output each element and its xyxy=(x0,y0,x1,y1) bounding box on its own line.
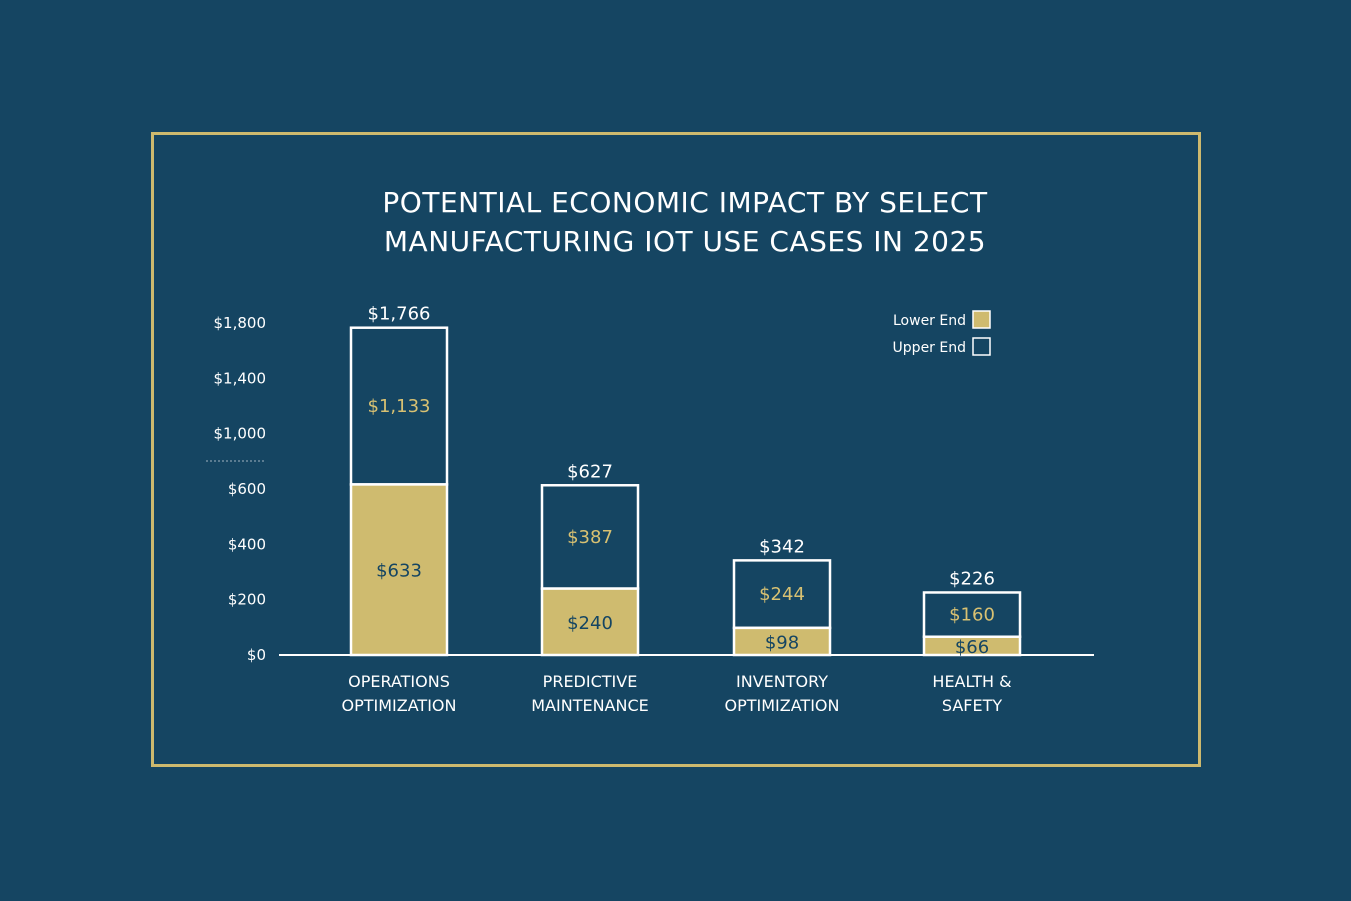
lower-end-bar xyxy=(922,635,1022,657)
lower-value-label: $66 xyxy=(955,637,989,658)
lower-value-label: $240 xyxy=(567,613,613,634)
upper-value-label: $387 xyxy=(567,527,613,548)
total-value-label: $342 xyxy=(759,536,805,557)
category-label: SAFETY xyxy=(942,696,1002,715)
chart-title-line-2: MANUFACTURING IOT USE CASES IN 2025 xyxy=(384,225,986,258)
bars xyxy=(349,326,1022,657)
y-tick-label: $1,400 xyxy=(214,369,267,387)
category-label: HEALTH & xyxy=(932,672,1011,691)
y-tick-label: $400 xyxy=(228,535,266,553)
total-value-label: $226 xyxy=(949,568,995,589)
upper-end-bar xyxy=(349,326,449,486)
y-tick-label: $200 xyxy=(228,591,266,609)
category-label: MAINTENANCE xyxy=(531,696,648,715)
chart-title-line-1: POTENTIAL ECONOMIC IMPACT BY SELECT xyxy=(382,186,988,219)
total-value-label: $627 xyxy=(567,461,613,482)
y-tick-label: $600 xyxy=(228,480,266,498)
y-tick-label: $1,800 xyxy=(214,314,267,332)
bar-labels: $1,766 $1,133 $633 OPERATIONS OPTIMIZATION $6… xyxy=(342,304,1012,715)
lower-value-label: $633 xyxy=(376,561,422,582)
y-tick-label: $0 xyxy=(247,646,266,664)
total-value-label: $1,766 xyxy=(368,304,431,325)
legend-label: Upper End xyxy=(893,340,966,356)
upper-value-label: $160 xyxy=(949,605,995,626)
upper-value-label: $244 xyxy=(759,584,805,605)
legend-swatch xyxy=(972,310,991,329)
lower-value-label: $98 xyxy=(765,632,799,653)
legend-label: Lower End xyxy=(893,313,966,329)
y-tick-label: $1,000 xyxy=(214,425,267,443)
lower-end-bar xyxy=(732,626,832,657)
chart-frame xyxy=(151,132,1201,767)
upper-end-bar xyxy=(540,484,640,590)
category-label: OPTIMIZATION xyxy=(342,696,457,715)
category-label: INVENTORY xyxy=(736,672,828,691)
legend: Lower End Upper End xyxy=(893,310,991,356)
upper-value-label: $1,133 xyxy=(368,396,431,417)
category-label: OPERATIONS xyxy=(348,672,450,691)
category-label: PREDICTIVE xyxy=(543,672,638,691)
lower-end-bar xyxy=(349,483,449,657)
lower-end-bar xyxy=(540,587,640,657)
legend-swatch xyxy=(972,337,991,356)
category-label: OPTIMIZATION xyxy=(725,696,840,715)
